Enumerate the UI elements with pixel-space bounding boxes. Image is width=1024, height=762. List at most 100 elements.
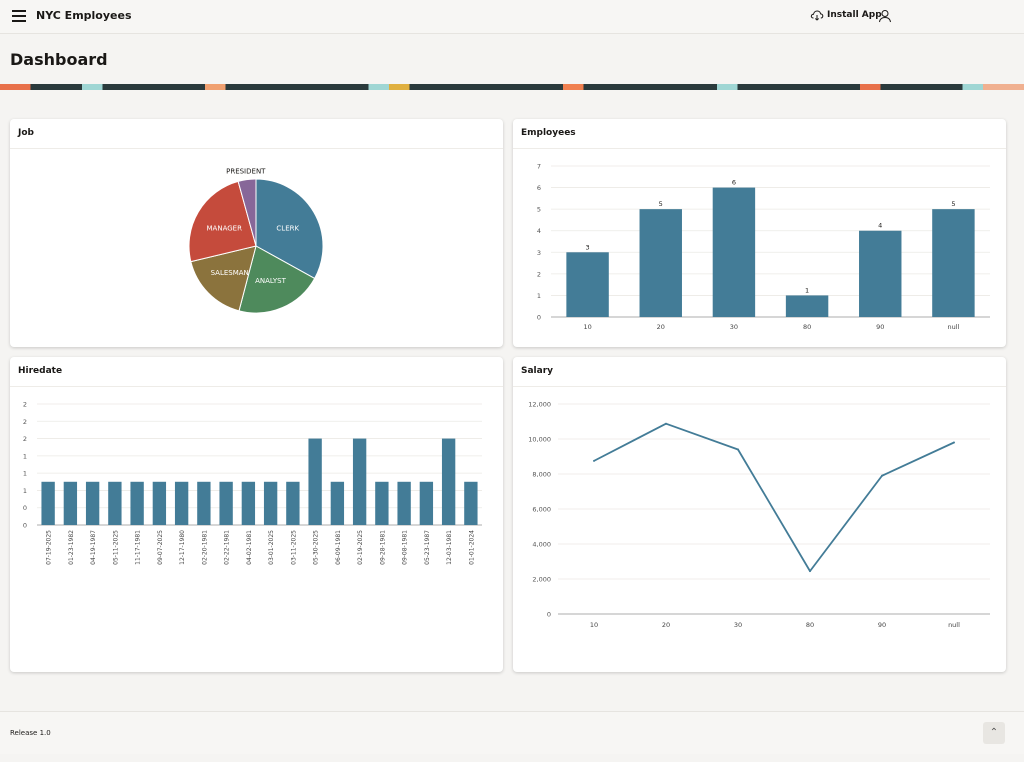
bar[interactable]: [41, 481, 55, 525]
employees-card: Employees 0 1 2 3 4 5 6 7 3 10 5 20 6 30 1 80 4 90 5 null: [513, 119, 1006, 347]
bar[interactable]: [330, 481, 345, 525]
x-tick-label: 04-02-1981: [246, 530, 253, 565]
pie-slice-president[interactable]: [237, 178, 257, 247]
y-tick-label: 1: [23, 452, 27, 460]
bar[interactable]: [419, 481, 434, 525]
app-title[interactable]: NYC Employees: [36, 9, 132, 22]
bar[interactable]: [108, 481, 122, 525]
x-tick-label: 80: [806, 621, 814, 629]
card-divider: [513, 148, 1006, 149]
bar[interactable]: [85, 481, 100, 525]
x-tick-label: 02-20-1981: [201, 530, 208, 565]
x-tick-label: 02-19-2025: [357, 530, 364, 565]
employees-card-title: Employees: [521, 128, 576, 138]
y-tick-label: 2: [537, 270, 541, 278]
x-tick-label: 05-30-2025: [313, 530, 320, 565]
bar[interactable]: [286, 481, 300, 525]
bar-value-label: 1: [805, 286, 809, 294]
bar[interactable]: [63, 481, 78, 525]
hamburger-icon[interactable]: [12, 10, 26, 24]
x-tick-label: 01-23-1982: [68, 530, 75, 565]
x-tick-label: 07-19-2025: [46, 530, 53, 565]
pie-slice-manager[interactable]: [188, 180, 257, 263]
line-point[interactable]: [881, 474, 883, 477]
y-tick-label: 1: [23, 470, 27, 478]
app-footer: Release 1.0 ⌃: [0, 711, 1024, 754]
card-divider: [10, 148, 503, 149]
pie-label: SALESMAN: [211, 269, 249, 277]
x-tick-label: 05-23-1987: [424, 530, 431, 565]
line-point[interactable]: [665, 422, 667, 425]
y-tick-label: 2,000: [532, 576, 551, 584]
line-point[interactable]: [809, 570, 811, 573]
scroll-top-button[interactable]: ⌃: [983, 722, 1005, 744]
x-tick-label: 11-17-1981: [135, 530, 142, 565]
salary-line[interactable]: [593, 422, 955, 573]
x-tick-label: null: [947, 323, 959, 331]
pie-label: CLERK: [276, 224, 299, 232]
x-tick-label: 04-19-1987: [90, 530, 97, 565]
bar[interactable]: [352, 438, 367, 525]
bar[interactable]: [219, 481, 233, 525]
install-app-button[interactable]: Install App: [810, 9, 882, 21]
bar[interactable]: [197, 481, 211, 525]
y-tick-label: 8,000: [532, 471, 551, 479]
job-card: Job CLERK ANALYST SALESMAN MANAGER PRESIDENT: [10, 119, 503, 347]
y-tick-label: 1: [537, 292, 541, 300]
x-tick-label: 06-09-1981: [335, 530, 342, 565]
bar[interactable]: [639, 209, 682, 317]
app-header: NYC Employees Install App: [0, 0, 1024, 34]
pie-label: PRESIDENT: [226, 168, 266, 176]
bar[interactable]: [152, 481, 167, 525]
salary-card-title: Salary: [521, 366, 554, 376]
hiredate-bar-chart: 0 0 1 1 1 2 2 2 07-19-2025 01-23-1982 04-19-1987 05…: [23, 401, 482, 565]
page-title: Dashboard: [10, 50, 108, 69]
line-point[interactable]: [593, 459, 595, 462]
install-app-label: Install App: [827, 10, 882, 20]
pie-slice-salesman[interactable]: [190, 245, 257, 312]
card-divider: [513, 386, 1006, 387]
y-tick-label: 0: [537, 314, 541, 322]
x-tick-label: 09-28-1981: [379, 530, 386, 565]
x-tick-label: 90: [878, 621, 886, 629]
salary-card: Salary 0 2,000 4,000 6,000 8,000 10,000 12,000…: [513, 357, 1006, 672]
y-tick-label: 7: [537, 163, 541, 171]
hiredate-card: Hiredate 0 0 1 1 1 2 2 2 07-19-2025 01-23-1982 04-…: [10, 357, 503, 672]
bar[interactable]: [464, 481, 478, 525]
bar[interactable]: [785, 295, 829, 317]
x-tick-label: 12-17-1980: [179, 530, 186, 565]
y-tick-label: 1: [23, 487, 27, 495]
decorative-banner: [0, 84, 1024, 90]
bar[interactable]: [375, 481, 389, 525]
bar[interactable]: [566, 252, 609, 317]
y-tick-label: 4,000: [532, 541, 551, 549]
bar-value-label: 4: [878, 222, 882, 230]
bar-value-label: 5: [659, 200, 663, 208]
bar[interactable]: [130, 481, 144, 525]
line-point[interactable]: [737, 448, 739, 451]
x-tick-label: 09-07-2025: [157, 530, 164, 565]
x-tick-label: 05-11-2025: [112, 530, 119, 565]
y-tick-label: 2: [23, 435, 27, 443]
bar[interactable]: [859, 230, 902, 317]
bar[interactable]: [241, 481, 256, 525]
y-tick-label: 6,000: [532, 506, 551, 514]
y-tick-label: 2: [23, 401, 27, 409]
pie-slice-clerk[interactable]: [255, 178, 324, 280]
y-tick-label: 0: [23, 504, 27, 512]
pie-slice-analyst[interactable]: [238, 245, 316, 314]
salary-line-chart: 0 2,000 4,000 6,000 8,000 10,000 12,000 10 20 30 8…: [528, 401, 990, 629]
release-label: Release 1.0: [10, 729, 51, 737]
bar[interactable]: [308, 438, 322, 525]
bar[interactable]: [712, 187, 756, 317]
bar[interactable]: [263, 481, 278, 525]
pie-label: MANAGER: [207, 224, 243, 232]
line-point[interactable]: [953, 441, 955, 444]
card-divider: [10, 386, 503, 387]
bar[interactable]: [174, 481, 189, 525]
bar[interactable]: [397, 481, 411, 525]
bar[interactable]: [932, 209, 975, 317]
chevron-up-icon: ⌃: [989, 727, 999, 738]
bar[interactable]: [441, 438, 456, 525]
user-icon[interactable]: [878, 9, 892, 23]
